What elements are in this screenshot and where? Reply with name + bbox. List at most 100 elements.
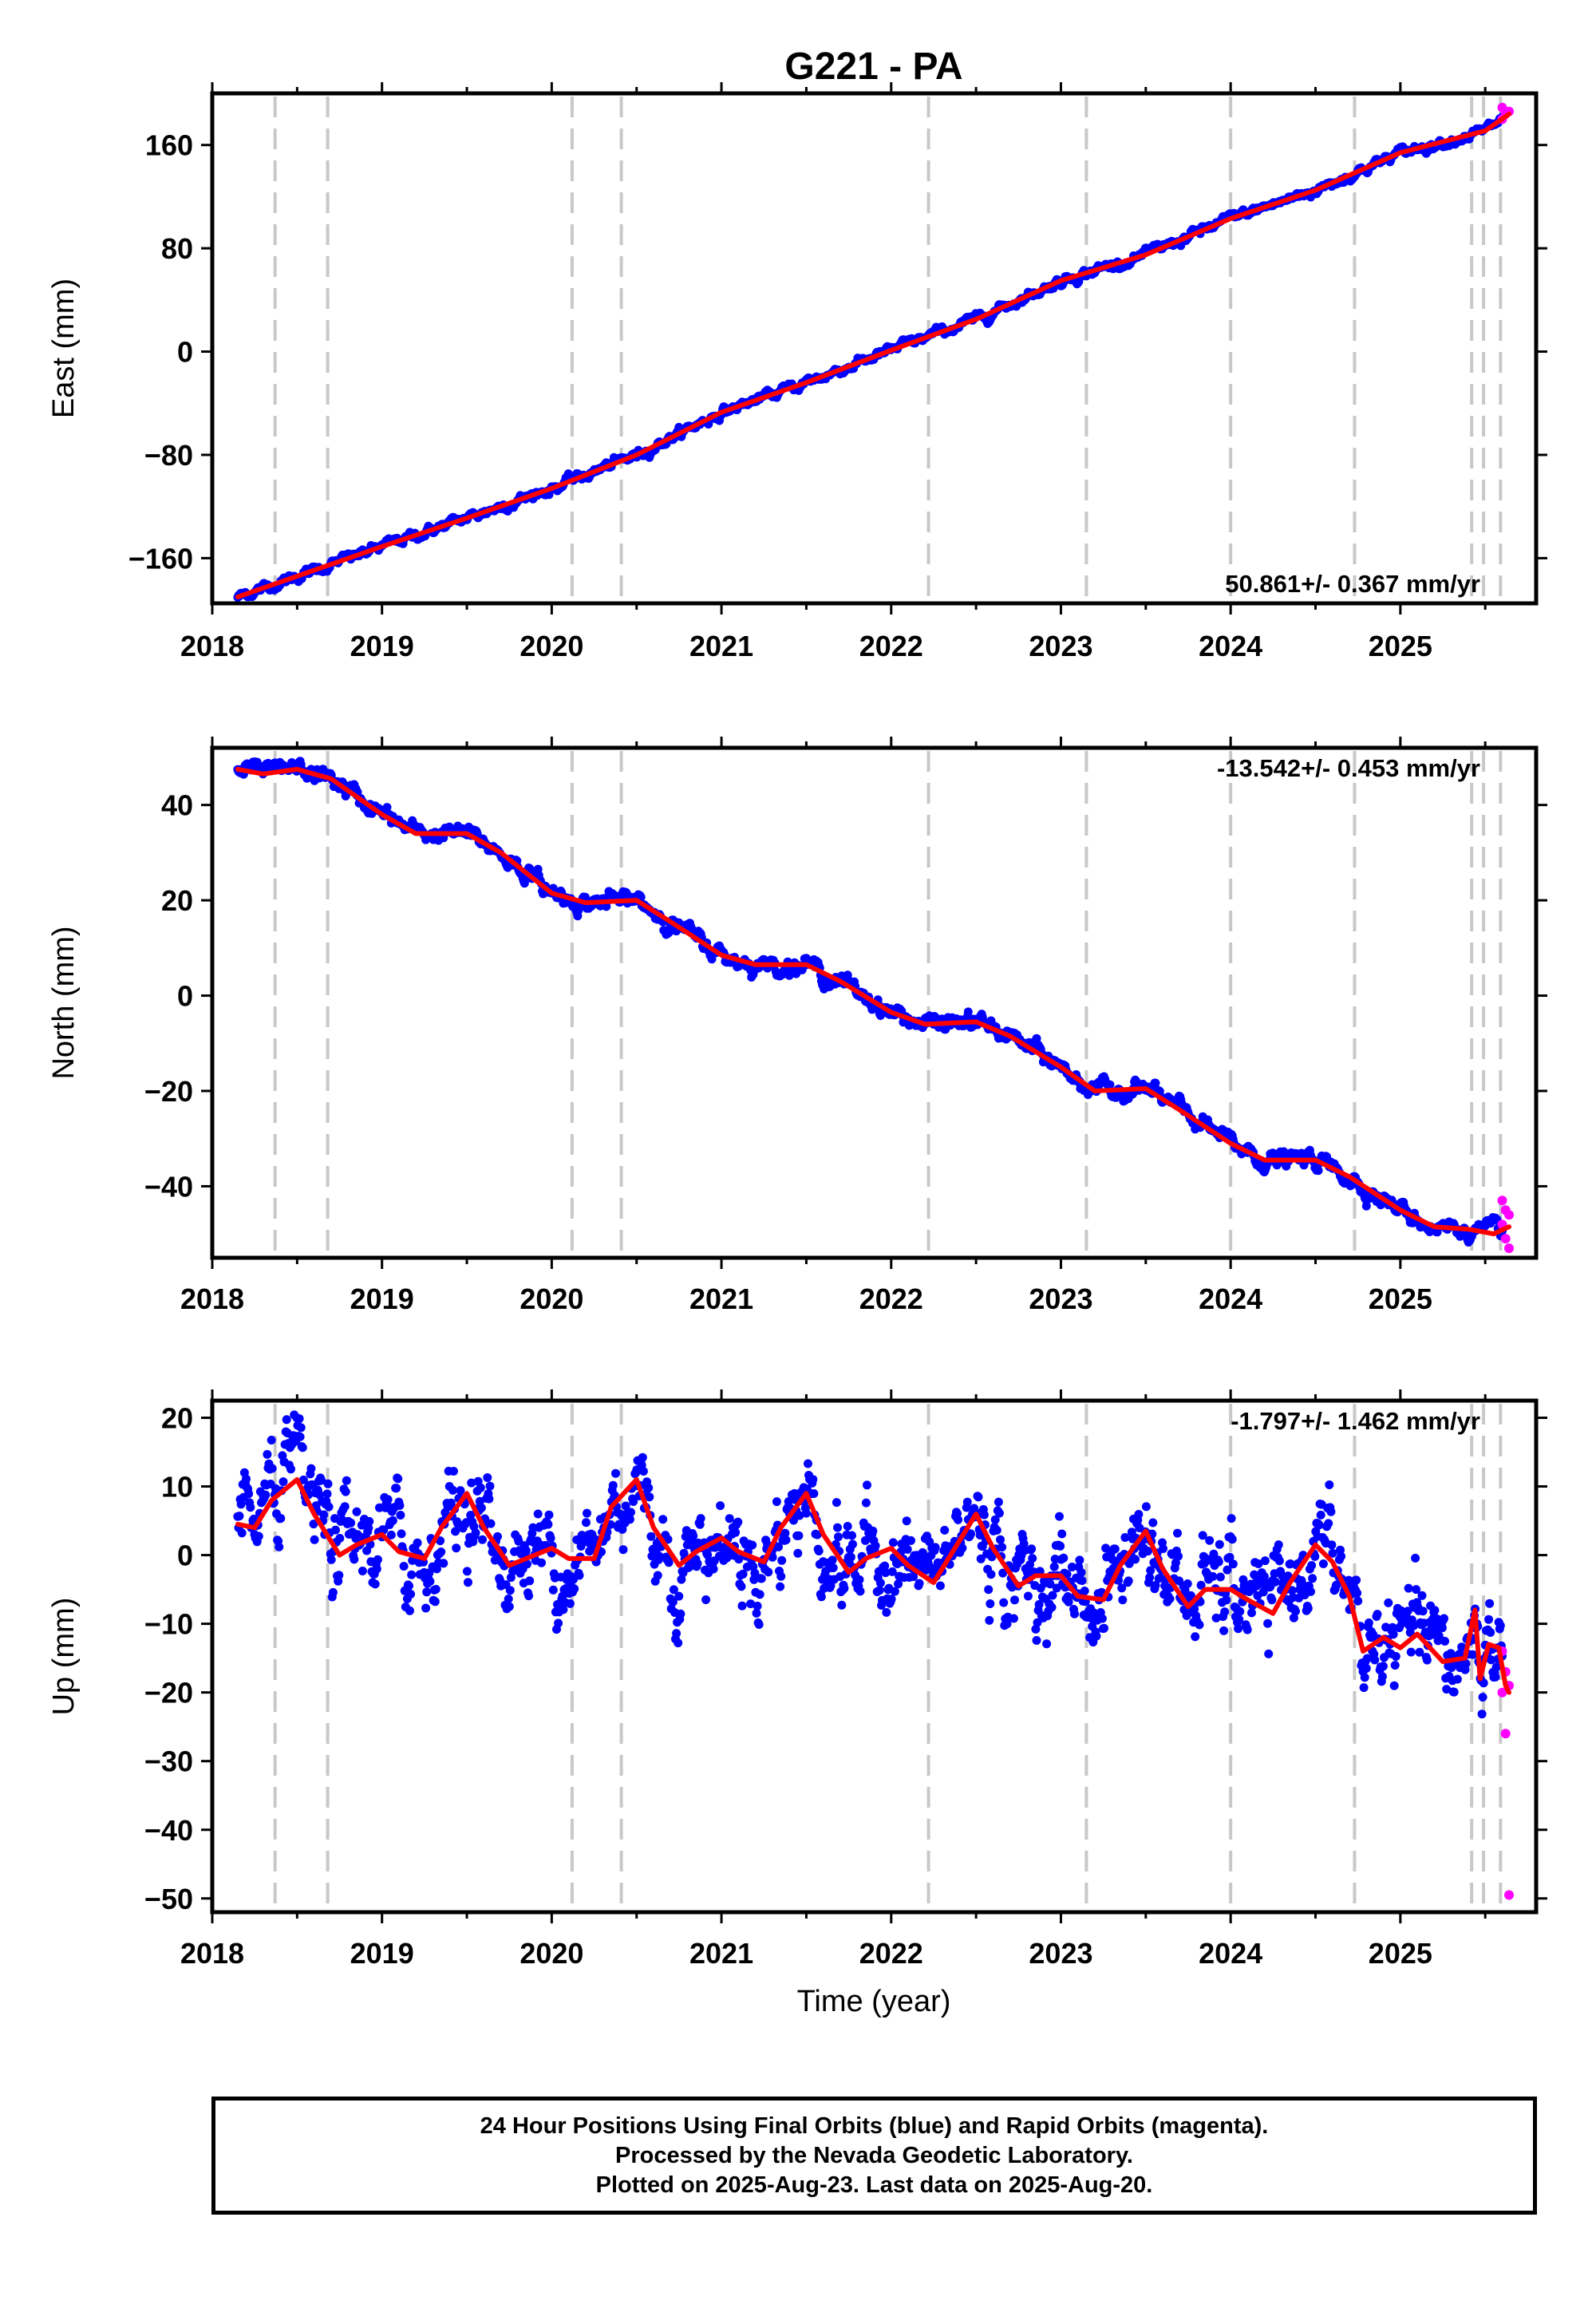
footer-line-1: 24 Hour Positions Using Final Orbits (bl… xyxy=(480,2112,1269,2139)
final-orbit-point xyxy=(471,1528,480,1538)
final-orbit-point xyxy=(958,1543,967,1553)
final-orbit-point xyxy=(324,1502,334,1512)
final-orbit-point xyxy=(365,1516,374,1526)
y-tick-label: −40 xyxy=(144,1170,193,1203)
final-orbit-point xyxy=(1227,1535,1237,1544)
final-orbit-point xyxy=(1254,1559,1263,1568)
rapid-orbit-point xyxy=(1497,1196,1507,1206)
final-orbit-point xyxy=(1134,1510,1144,1519)
final-orbit-point xyxy=(722,1553,732,1563)
final-orbit-point xyxy=(752,1608,761,1618)
final-orbit-point xyxy=(776,1571,786,1581)
final-orbit-point xyxy=(789,1516,798,1525)
final-orbit-point xyxy=(544,1510,554,1520)
final-orbit-point xyxy=(618,1545,628,1555)
final-orbit-point xyxy=(524,1591,534,1601)
x-tick-label: 2019 xyxy=(350,630,414,662)
event-lines xyxy=(273,1404,1503,1909)
final-orbit-point xyxy=(804,1459,812,1468)
x-tick-label: 2020 xyxy=(519,1937,583,1970)
y-tick-label: 160 xyxy=(145,129,193,162)
final-orbit-point xyxy=(319,1510,329,1520)
final-orbit-point xyxy=(405,1606,414,1615)
final-orbit-point xyxy=(1105,1080,1115,1089)
event-lines xyxy=(273,97,1503,600)
final-orbit-point xyxy=(881,1568,891,1578)
final-orbit-point xyxy=(1048,1591,1057,1600)
final-orbit-point xyxy=(1403,1607,1412,1616)
final-orbit-point xyxy=(1308,1574,1317,1583)
final-orbit-point xyxy=(737,1582,746,1591)
final-orbit-point xyxy=(449,1467,458,1476)
final-orbit-point xyxy=(1186,1591,1195,1600)
final-orbit-point xyxy=(236,1500,246,1509)
final-orbit-point xyxy=(464,1578,472,1587)
final-orbit-point xyxy=(1468,1650,1477,1659)
final-orbit-point xyxy=(915,1579,924,1588)
final-orbit-point xyxy=(392,1484,401,1493)
final-orbit-point xyxy=(1145,1573,1155,1583)
final-orbit-point xyxy=(340,1502,350,1512)
final-orbit-point xyxy=(1373,1610,1382,1619)
final-orbit-point xyxy=(1390,1661,1400,1670)
final-orbit-point xyxy=(781,1535,791,1545)
final-orbit-point xyxy=(1409,1621,1418,1630)
final-orbit-point xyxy=(476,1503,486,1512)
final-orbit-point xyxy=(757,1574,766,1583)
plot-frame xyxy=(210,745,1539,1260)
x-tick-label: 2018 xyxy=(180,1937,244,1970)
final-orbit-point xyxy=(1214,1557,1223,1567)
final-orbit-point xyxy=(393,1474,403,1484)
final-orbit-point xyxy=(668,1597,678,1607)
final-orbit-point xyxy=(1457,1642,1467,1652)
final-orbit-point xyxy=(833,1523,842,1532)
final-orbit-point xyxy=(1223,1565,1232,1575)
final-orbit-point xyxy=(1034,1600,1044,1609)
final-orbit-point xyxy=(1359,1683,1369,1693)
final-orbit-point xyxy=(1353,1596,1363,1606)
final-orbit-point xyxy=(1461,1659,1471,1669)
final-orbit-point xyxy=(994,1497,1003,1507)
final-orbit-point xyxy=(421,1603,431,1613)
final-orbit-point xyxy=(1009,1614,1018,1623)
final-orbit-point xyxy=(1247,1608,1256,1618)
final-orbit-point xyxy=(1032,1636,1041,1645)
final-orbit-point xyxy=(1110,1544,1120,1554)
final-orbit-point xyxy=(658,1515,668,1524)
final-orbit-point xyxy=(382,803,392,812)
final-orbit-point xyxy=(1100,1623,1108,1633)
final-orbit-point xyxy=(237,1528,247,1538)
final-orbit-point xyxy=(1487,1655,1496,1665)
final-orbit-point xyxy=(1486,1628,1495,1637)
final-orbit-point xyxy=(1023,1591,1033,1601)
final-orbit-point xyxy=(1222,1595,1231,1605)
final-orbit-point xyxy=(1092,1631,1101,1641)
final-orbit-point xyxy=(737,1601,747,1611)
final-orbit-point xyxy=(1440,1614,1448,1623)
final-orbit-point xyxy=(611,1468,620,1478)
final-orbit-point xyxy=(1384,1598,1393,1607)
final-orbit-point xyxy=(485,1481,495,1491)
final-orbit-point xyxy=(1314,1166,1323,1176)
final-orbit-point xyxy=(328,1587,338,1597)
final-orbit-point xyxy=(1042,1639,1052,1649)
final-orbit-point xyxy=(848,1539,857,1549)
final-orbit-point xyxy=(1478,1693,1487,1702)
final-orbit-point xyxy=(1215,1572,1225,1582)
y-tick-label: 20 xyxy=(161,884,193,917)
final-orbit-point xyxy=(1171,1558,1180,1567)
final-orbit-point xyxy=(1491,1662,1501,1672)
final-orbit-point xyxy=(880,1561,890,1571)
final-orbit-point xyxy=(1326,1507,1336,1516)
final-orbit-point xyxy=(1077,1576,1087,1585)
x-tick-label: 2020 xyxy=(519,1282,583,1315)
final-orbit-point xyxy=(1067,1563,1077,1571)
final-orbit-point xyxy=(523,1559,531,1569)
final-orbit-point xyxy=(1045,1579,1055,1589)
final-orbit-point xyxy=(483,1473,492,1482)
final-orbit-point xyxy=(1314,1520,1324,1530)
final-orbit-point xyxy=(672,1629,681,1638)
final-orbit-point xyxy=(843,1522,852,1531)
y-tick-label: 40 xyxy=(161,789,193,822)
final-orbit-point xyxy=(1124,1576,1133,1586)
